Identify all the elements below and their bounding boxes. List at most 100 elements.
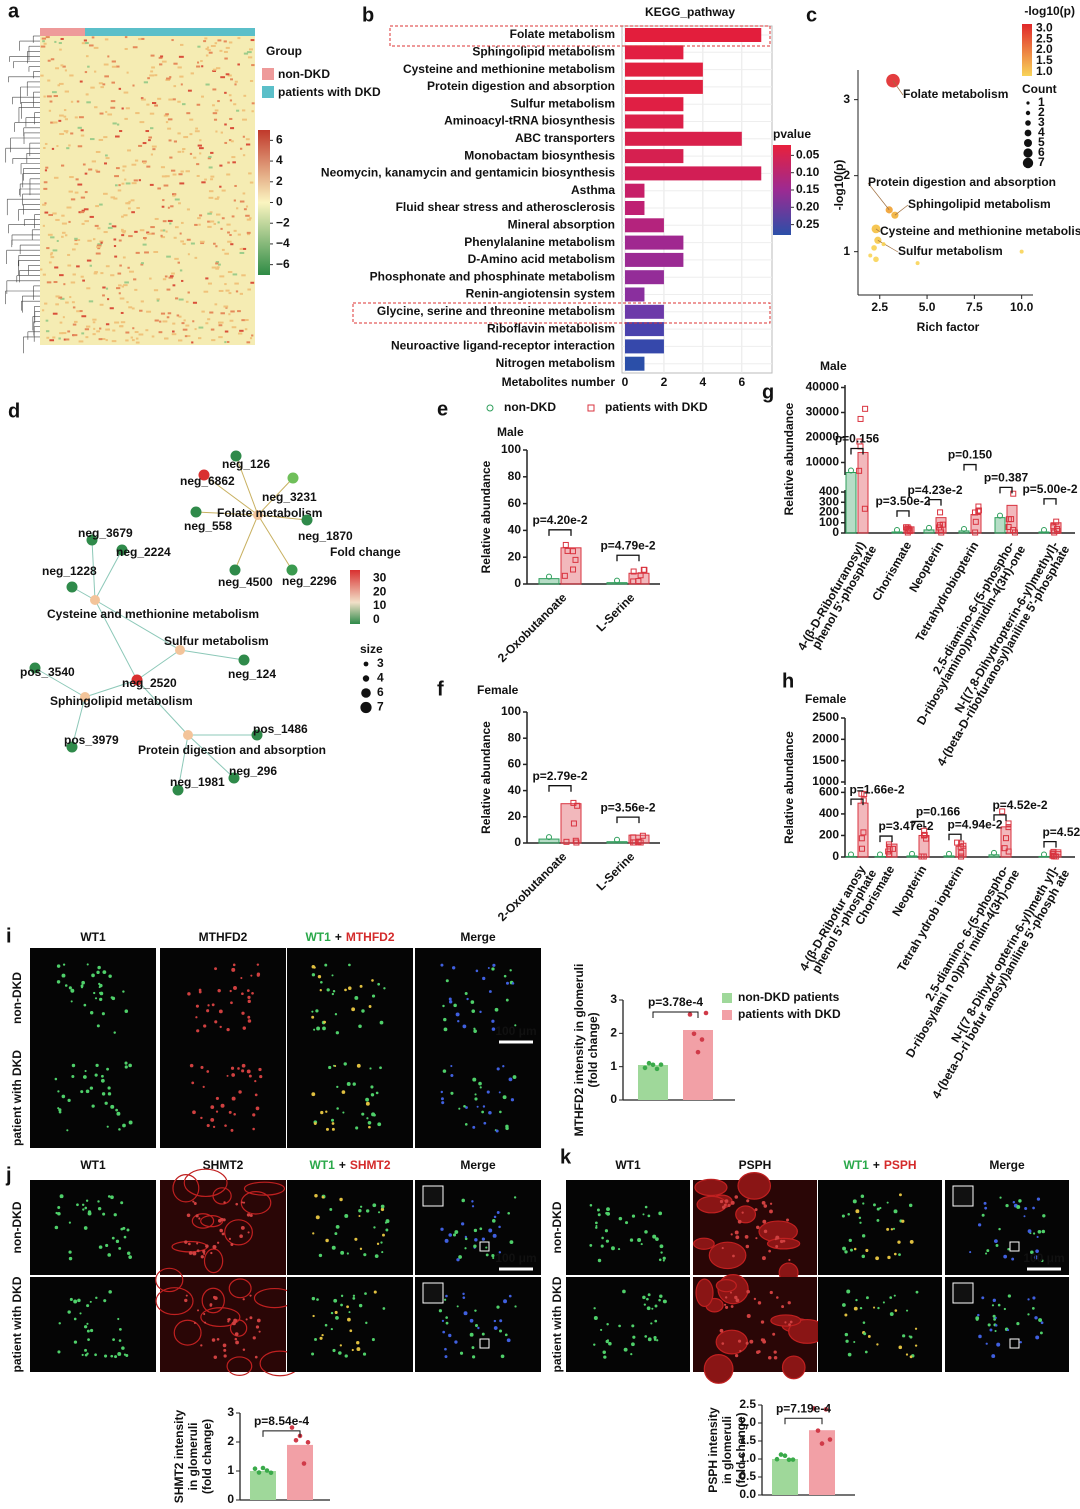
fluorescence [844,1313,848,1317]
heatmap-cell [224,283,227,286]
fluorescence [861,1234,866,1238]
heatmap-cell [121,215,124,218]
fluorescence [117,1352,122,1356]
heatmap-cell [121,230,127,233]
fluorescence [595,1225,598,1228]
fluorescence [334,1310,338,1314]
heatmap-cell [189,118,194,121]
highlight-box [352,302,771,324]
heatmap-cell [197,45,201,48]
heatmap-cell [216,196,220,199]
panel-letter: a [8,0,20,22]
fluorescence [989,1328,993,1332]
fluorescence [1035,1335,1040,1340]
column-header: SHMT2 [203,1158,244,1172]
y-tick-label: 2500 [812,710,839,724]
fluorescence [228,1110,232,1114]
heatmap-cell [78,340,84,343]
y-tick-label: 400 [819,484,839,498]
heatmap-cell [157,187,161,190]
fluorescence [377,1211,381,1214]
heatmap-cell [205,54,209,57]
fluorescence [103,1299,107,1303]
data-point [703,1010,709,1016]
micrograph [160,1277,286,1372]
heatmap-cell [112,329,116,332]
fluorescence [909,1335,913,1339]
heatmap-cell [219,49,223,52]
fluorescence [734,1295,738,1300]
legend-label: 5 [1038,135,1045,149]
fluorescence [250,974,253,977]
y-tick-label: 100 [501,442,521,456]
y-tick-label: 0 [227,1492,234,1506]
fluorescence [631,1324,635,1328]
row-label: patient with DKD [550,1276,564,1372]
legend-marker [486,404,494,412]
heatmap-cell [52,91,57,94]
fluorescence [652,1234,657,1239]
tubule [200,1307,241,1328]
p-value: p=3.78e-4 [648,995,703,1009]
tubule [172,1174,200,1203]
x-tick-label: 4 [700,375,707,389]
fluorescence [600,1244,604,1248]
heatmap-cell [134,230,138,233]
heatmap-cell [221,189,226,192]
heatmap-cell [251,64,255,67]
heatmap-cell [128,306,133,309]
heatmap-cell [205,83,210,86]
heatmap-cell [89,215,94,218]
data-point [268,1470,274,1476]
fluorescence [655,1237,659,1241]
fluorescence [110,1104,115,1109]
significance-bracket [879,835,893,843]
fluorescence [462,1296,466,1299]
heatmap-cell [180,43,184,46]
data-point [877,851,883,858]
fluorescence [95,1063,99,1067]
column-header: WT1 [80,1158,106,1172]
heatmap-cell [89,44,94,47]
bar [857,452,869,534]
heatmap-cell [182,242,186,245]
heatmap-cell [234,184,237,187]
heatmap-cell [210,45,216,48]
fluorescence [348,963,351,967]
heatmap-cell [196,65,201,68]
y-tick-label: 1 [227,1463,234,1477]
heatmap-cell [99,112,104,115]
fluorescence [1003,1307,1006,1311]
heatmap-cell [93,272,98,275]
fluorescence [593,1307,596,1310]
legend-bubble [1025,120,1031,126]
y-tick-label: Mineral absorption [508,217,615,231]
y-tick-label: 2.0 [739,1415,756,1429]
inset [422,1282,444,1304]
fluorescence [999,1196,1002,1199]
fluorescence [251,991,254,995]
fluorescence [769,1290,773,1295]
heatmap-cell [46,281,52,284]
heatmap-cell [172,284,176,287]
tubule [695,1278,714,1308]
data-point [561,572,568,579]
fluorescence [779,1239,784,1244]
chart-title: Male [820,359,847,373]
significance-bracket [652,1011,699,1018]
fluorescence [84,1206,88,1210]
axis-title: -log10(p) [832,160,846,211]
legend-label: patients with DKD [278,85,381,99]
heatmap-cell [245,138,250,141]
fluorescence [248,1074,252,1078]
fluorescence [867,1335,871,1338]
data-point [946,850,952,857]
fluorescence [94,997,98,1000]
heatmap-cell [245,143,251,146]
heatmap-cell [61,214,65,217]
y-tick-label: 0 [832,849,839,863]
fluorescence [105,1243,109,1248]
heatmap-cell [55,218,60,221]
data-point [827,1437,833,1442]
fluorescence [331,1122,335,1125]
